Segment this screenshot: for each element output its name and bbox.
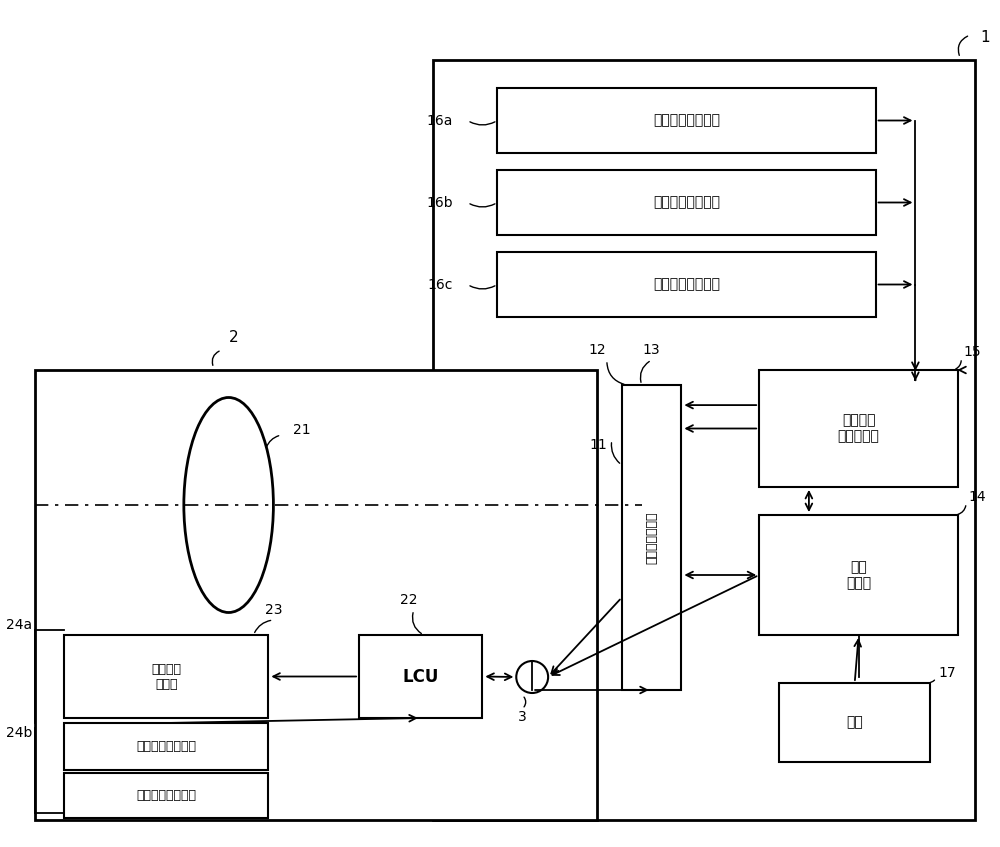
Bar (497, 88, 876, 153)
Text: 23: 23 (265, 603, 282, 617)
Bar (497, 252, 876, 317)
Text: 24a: 24a (6, 618, 33, 632)
Text: 16b: 16b (426, 196, 453, 209)
Text: 16c: 16c (427, 278, 453, 291)
Bar (759, 515, 958, 635)
Text: 22: 22 (400, 593, 418, 607)
Text: 偏航角速度传感器: 偏航角速度传感器 (653, 113, 720, 128)
Text: 开关: 开关 (846, 716, 863, 729)
Bar (359, 635, 482, 718)
Bar (35, 370, 597, 820)
Bar (64, 635, 268, 718)
Bar (622, 385, 681, 690)
Text: 13: 13 (643, 343, 660, 357)
Text: 2: 2 (229, 330, 238, 345)
Bar (779, 683, 930, 762)
Text: 俧仰角速度传感器: 俧仰角速度传感器 (136, 789, 196, 802)
Text: 摄像元件驱动部: 摄像元件驱动部 (645, 512, 658, 564)
Text: 11: 11 (589, 438, 607, 452)
Text: 1: 1 (980, 30, 990, 45)
Bar (433, 60, 975, 820)
Text: LCU: LCU (403, 667, 439, 685)
Bar (64, 723, 268, 770)
Text: 翻滚角速度传感器: 翻滚角速度传感器 (653, 278, 720, 291)
Text: 12: 12 (588, 343, 606, 357)
Text: 3: 3 (518, 710, 527, 724)
Text: 系统
控制器: 系统 控制器 (846, 560, 871, 590)
Text: 21: 21 (293, 423, 311, 437)
Text: 光学系统
驱动部: 光学系统 驱动部 (151, 662, 181, 690)
Text: 24b: 24b (6, 726, 33, 740)
Text: 偏航角速度传感器: 偏航角速度传感器 (136, 740, 196, 753)
Text: 16a: 16a (426, 113, 453, 128)
Text: 14: 14 (968, 490, 986, 504)
Bar (64, 773, 268, 818)
Text: 17: 17 (938, 666, 956, 680)
Text: 抗动校正
微型计算机: 抗动校正 微型计算机 (838, 413, 880, 444)
Text: 俧仰角速度传感器: 俧仰角速度传感器 (653, 196, 720, 209)
Bar (759, 370, 958, 487)
Text: 15: 15 (963, 345, 981, 359)
Bar (497, 170, 876, 235)
